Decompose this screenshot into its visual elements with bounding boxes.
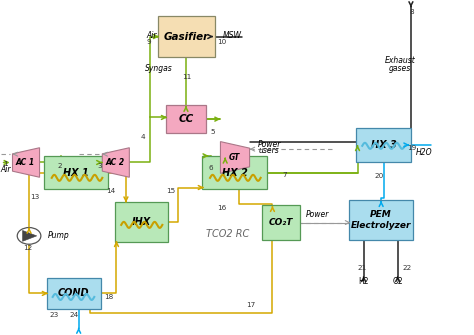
FancyBboxPatch shape bbox=[356, 128, 411, 162]
Circle shape bbox=[17, 227, 41, 244]
Polygon shape bbox=[23, 230, 36, 241]
Text: 24: 24 bbox=[69, 312, 79, 318]
Text: 8: 8 bbox=[410, 9, 414, 15]
Text: 18: 18 bbox=[104, 294, 113, 300]
Text: 19: 19 bbox=[407, 145, 417, 151]
FancyBboxPatch shape bbox=[44, 156, 109, 189]
Text: GT: GT bbox=[228, 153, 240, 162]
Text: 7: 7 bbox=[282, 172, 287, 178]
Text: H2: H2 bbox=[358, 277, 369, 286]
FancyBboxPatch shape bbox=[115, 202, 167, 242]
Text: HX 1: HX 1 bbox=[64, 168, 89, 178]
Text: COND: COND bbox=[58, 288, 90, 298]
Text: 12: 12 bbox=[23, 245, 32, 251]
FancyBboxPatch shape bbox=[202, 156, 267, 189]
Text: 6: 6 bbox=[209, 164, 213, 171]
Text: MSW: MSW bbox=[223, 31, 242, 40]
Text: IHX: IHX bbox=[132, 217, 151, 227]
Text: Power: Power bbox=[258, 140, 282, 149]
Text: 21: 21 bbox=[357, 265, 367, 271]
Text: O2: O2 bbox=[392, 277, 403, 286]
Text: Syngas: Syngas bbox=[146, 64, 173, 73]
Text: 9: 9 bbox=[146, 40, 151, 46]
Text: 13: 13 bbox=[30, 194, 40, 200]
Text: H2O: H2O bbox=[416, 148, 432, 157]
Text: 14: 14 bbox=[106, 188, 115, 194]
Text: Power: Power bbox=[306, 210, 329, 219]
Text: 1: 1 bbox=[3, 161, 8, 167]
Text: TCO2 RC: TCO2 RC bbox=[206, 229, 249, 239]
Text: AC 2: AC 2 bbox=[106, 158, 125, 167]
Text: 10: 10 bbox=[217, 40, 227, 46]
FancyBboxPatch shape bbox=[262, 205, 300, 240]
Text: 5: 5 bbox=[210, 129, 215, 135]
Text: 11: 11 bbox=[182, 74, 191, 80]
Text: Gasifier: Gasifier bbox=[164, 31, 209, 42]
Text: gases: gases bbox=[389, 64, 411, 73]
Text: HX 3: HX 3 bbox=[371, 140, 396, 150]
Text: users: users bbox=[258, 146, 279, 155]
Polygon shape bbox=[12, 148, 39, 177]
Text: 22: 22 bbox=[402, 265, 412, 271]
Text: Exhaust: Exhaust bbox=[385, 56, 415, 65]
Text: PEM
Electrolyzer: PEM Electrolyzer bbox=[351, 210, 411, 230]
Text: Air: Air bbox=[146, 31, 157, 40]
Text: 2: 2 bbox=[58, 163, 63, 169]
Text: 16: 16 bbox=[217, 205, 226, 210]
Text: 15: 15 bbox=[166, 188, 175, 194]
FancyBboxPatch shape bbox=[157, 16, 215, 57]
Text: Air: Air bbox=[0, 165, 11, 174]
Text: CO₂T: CO₂T bbox=[269, 218, 293, 227]
Text: 3: 3 bbox=[98, 163, 102, 169]
FancyBboxPatch shape bbox=[349, 200, 413, 240]
Text: Pump: Pump bbox=[48, 231, 70, 241]
Text: HX 2: HX 2 bbox=[222, 168, 247, 178]
Polygon shape bbox=[220, 142, 250, 174]
Text: CC: CC bbox=[178, 114, 193, 124]
Text: 4: 4 bbox=[140, 134, 145, 140]
FancyBboxPatch shape bbox=[165, 105, 206, 133]
Polygon shape bbox=[102, 148, 129, 177]
Text: 20: 20 bbox=[374, 173, 383, 179]
Text: AC 1: AC 1 bbox=[16, 158, 35, 167]
Text: 17: 17 bbox=[246, 302, 256, 308]
FancyBboxPatch shape bbox=[46, 278, 101, 309]
Text: 23: 23 bbox=[49, 312, 58, 318]
